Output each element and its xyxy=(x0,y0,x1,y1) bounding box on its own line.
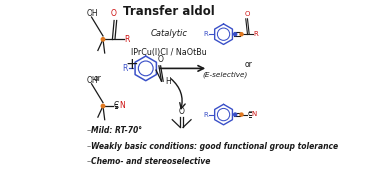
Text: or: or xyxy=(245,61,252,69)
Text: C: C xyxy=(113,101,118,110)
Text: R: R xyxy=(203,111,208,118)
Text: OH: OH xyxy=(87,76,99,85)
Circle shape xyxy=(240,113,243,116)
Text: –: – xyxy=(87,157,91,166)
Text: OH: OH xyxy=(87,9,99,18)
Circle shape xyxy=(234,33,237,36)
Text: R: R xyxy=(203,31,208,37)
Text: IPrCu(I)Cl / NaOtBu: IPrCu(I)Cl / NaOtBu xyxy=(131,48,207,57)
Text: (E-selective): (E-selective) xyxy=(203,72,248,78)
Text: C: C xyxy=(247,111,252,117)
Text: –: – xyxy=(87,142,91,151)
Text: or: or xyxy=(93,74,101,83)
Text: +: + xyxy=(126,57,138,73)
Text: Weakly basic conditions: good functional group tolerance: Weakly basic conditions: good functional… xyxy=(90,142,338,151)
Circle shape xyxy=(234,113,237,116)
Text: R: R xyxy=(122,64,128,73)
Text: Catalytic: Catalytic xyxy=(150,29,187,38)
Text: Chemo- and stereoselective: Chemo- and stereoselective xyxy=(90,157,210,166)
Text: R: R xyxy=(125,35,130,44)
Text: H: H xyxy=(165,77,171,86)
Text: Mild: RT-70°: Mild: RT-70° xyxy=(90,126,142,135)
Text: O: O xyxy=(179,107,184,116)
Text: N: N xyxy=(252,111,257,117)
Text: O: O xyxy=(158,55,164,64)
Circle shape xyxy=(240,33,243,36)
Text: R: R xyxy=(253,31,258,37)
Circle shape xyxy=(101,38,105,41)
Text: –: – xyxy=(87,126,91,135)
Text: O: O xyxy=(111,9,117,18)
Circle shape xyxy=(101,104,105,108)
Text: O: O xyxy=(245,11,250,17)
Text: N: N xyxy=(119,101,125,110)
Text: Transfer aldol: Transfer aldol xyxy=(123,5,215,18)
